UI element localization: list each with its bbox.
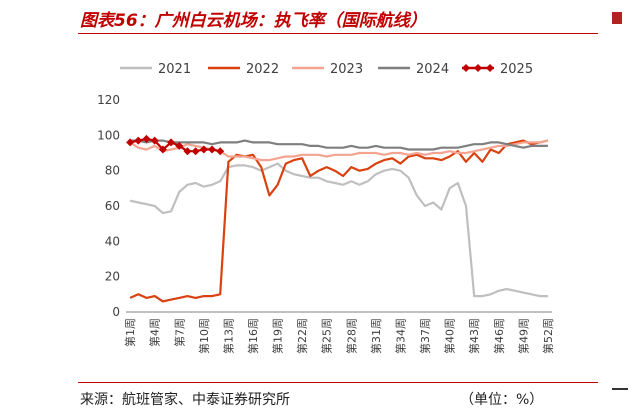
x-tick-label: 第52周 (541, 318, 555, 354)
page-edge-marker-bottom (612, 388, 628, 390)
series-point-2025 (216, 147, 225, 156)
y-tick-label: 100 (97, 128, 120, 142)
series-point-2025 (126, 138, 135, 147)
y-tick-label: 40 (105, 234, 120, 248)
series-point-2025 (158, 145, 167, 154)
series-line-2024 (130, 139, 548, 151)
chart-series (126, 134, 549, 303)
x-tick-label: 第13周 (221, 318, 235, 354)
x-tick-label: 第49周 (516, 318, 530, 354)
legend-marker (462, 64, 470, 72)
source-note: 来源：航班管家、中泰证券研究所 (80, 392, 290, 408)
x-tick-label: 第22周 (295, 318, 309, 354)
legend-label: 2021 (158, 62, 191, 77)
x-tick-label: 第46周 (492, 318, 506, 354)
legend-label: 2025 (500, 62, 533, 77)
footer-divider (78, 382, 598, 383)
series-point-2025 (150, 136, 159, 145)
series-point-2025 (208, 145, 217, 154)
unit-note: （单位：%） (460, 392, 544, 408)
y-tick-label: 20 (105, 270, 120, 284)
legend-marker (474, 64, 482, 72)
x-tick-label: 第31周 (369, 318, 383, 354)
legend-label: 2022 (246, 62, 279, 77)
y-tick-label: 0 (112, 305, 120, 319)
series-point-2025 (183, 147, 192, 156)
figure-title: 图表56：广州白云机场：执飞率（国际航线） (80, 11, 427, 31)
x-tick-label: 第40周 (443, 318, 457, 354)
legend-label: 2024 (416, 62, 449, 77)
series-point-2025 (191, 147, 200, 156)
y-tick-label: 120 (97, 93, 120, 107)
page-edge-marker (612, 12, 622, 24)
title-divider (78, 33, 598, 34)
x-tick-label: 第28周 (344, 318, 358, 354)
series-point-2025 (199, 145, 208, 154)
x-tick-label: 第25周 (320, 318, 334, 354)
series-point-2025 (175, 141, 184, 150)
legend-label: 2023 (330, 62, 363, 77)
x-tick-label: 第1周 (123, 318, 137, 347)
x-tick-label: 第43周 (467, 318, 481, 354)
x-tick-label: 第4周 (148, 318, 162, 347)
x-tick-label: 第7周 (172, 318, 186, 347)
series-line-2023 (129, 139, 549, 162)
series-line-2022 (129, 139, 549, 303)
series-point-2025 (167, 138, 176, 147)
series-point-2025 (134, 136, 143, 145)
x-tick-label: 第19周 (271, 318, 285, 354)
x-tick-label: 第34周 (393, 318, 407, 354)
series-line-2021 (129, 162, 548, 298)
x-tick-label: 第16周 (246, 318, 260, 354)
legend-marker (486, 64, 494, 72)
y-tick-label: 60 (105, 199, 120, 213)
x-tick-label: 第37周 (418, 318, 432, 354)
y-tick-label: 80 (105, 164, 120, 178)
chart-axes: 0 20 40 60 80 100 120 第1周 第4周 第7周 第10周 第13周 第16周 第19周… (97, 93, 555, 354)
chart-legend: 2021 2022 2023 2024 2025 (120, 62, 533, 77)
x-tick-label: 第10周 (197, 318, 211, 354)
series-point-2025 (142, 134, 151, 143)
